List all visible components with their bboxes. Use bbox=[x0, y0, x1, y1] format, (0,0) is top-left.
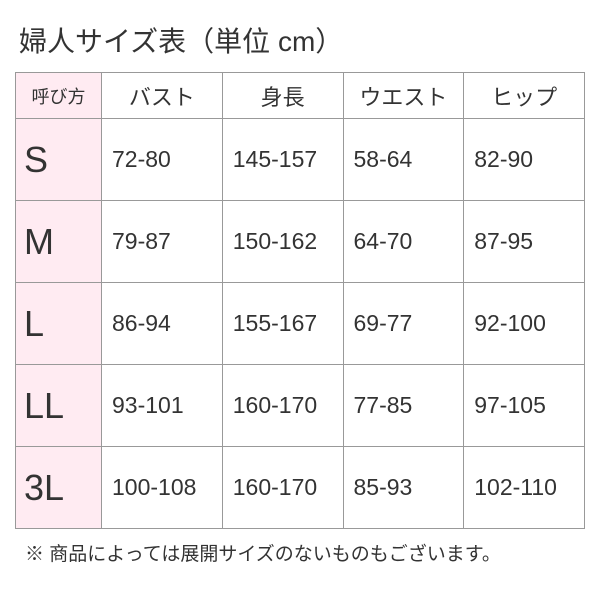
footnote: ※ 商品によっては展開サイズのないものもございます。 bbox=[15, 539, 585, 566]
cell-bust: 93-101 bbox=[102, 365, 223, 447]
size-label: M bbox=[16, 201, 102, 283]
header-corner: 呼び方 bbox=[16, 73, 102, 119]
size-label: S bbox=[16, 119, 102, 201]
cell-waist: 58-64 bbox=[343, 119, 464, 201]
size-table: 呼び方 バスト 身長 ウエスト ヒップ S 72-80 145-157 58-6… bbox=[15, 72, 585, 529]
table-header-row: 呼び方 バスト 身長 ウエスト ヒップ bbox=[16, 73, 585, 119]
table-row: M 79-87 150-162 64-70 87-95 bbox=[16, 201, 585, 283]
cell-waist: 85-93 bbox=[343, 447, 464, 529]
size-label: L bbox=[16, 283, 102, 365]
cell-height: 155-167 bbox=[222, 283, 343, 365]
cell-waist: 69-77 bbox=[343, 283, 464, 365]
size-label: LL bbox=[16, 365, 102, 447]
header-bust: バスト bbox=[102, 73, 223, 119]
cell-waist: 64-70 bbox=[343, 201, 464, 283]
cell-hip: 82-90 bbox=[464, 119, 585, 201]
cell-waist: 77-85 bbox=[343, 365, 464, 447]
cell-bust: 79-87 bbox=[102, 201, 223, 283]
cell-height: 160-170 bbox=[222, 365, 343, 447]
cell-hip: 97-105 bbox=[464, 365, 585, 447]
cell-bust: 100-108 bbox=[102, 447, 223, 529]
table-row: L 86-94 155-167 69-77 92-100 bbox=[16, 283, 585, 365]
header-height: 身長 bbox=[222, 73, 343, 119]
size-label: 3L bbox=[16, 447, 102, 529]
cell-hip: 87-95 bbox=[464, 201, 585, 283]
cell-height: 150-162 bbox=[222, 201, 343, 283]
cell-height: 160-170 bbox=[222, 447, 343, 529]
cell-bust: 72-80 bbox=[102, 119, 223, 201]
header-waist: ウエスト bbox=[343, 73, 464, 119]
cell-hip: 102-110 bbox=[464, 447, 585, 529]
page-title: 婦人サイズ表（単位 cm） bbox=[15, 20, 585, 60]
header-hip: ヒップ bbox=[464, 73, 585, 119]
table-row: LL 93-101 160-170 77-85 97-105 bbox=[16, 365, 585, 447]
cell-bust: 86-94 bbox=[102, 283, 223, 365]
cell-height: 145-157 bbox=[222, 119, 343, 201]
cell-hip: 92-100 bbox=[464, 283, 585, 365]
table-row: S 72-80 145-157 58-64 82-90 bbox=[16, 119, 585, 201]
table-row: 3L 100-108 160-170 85-93 102-110 bbox=[16, 447, 585, 529]
